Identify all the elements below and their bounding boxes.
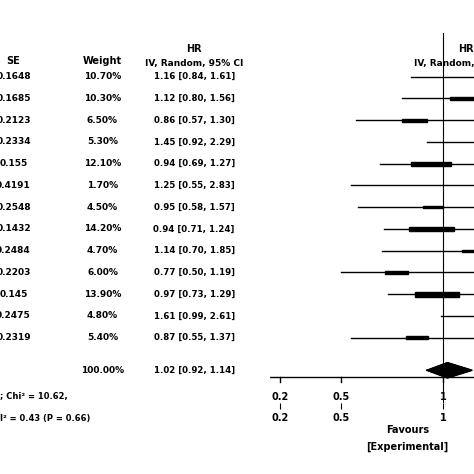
Text: 0.4191: 0.4191 — [0, 181, 31, 190]
Bar — [411, 162, 451, 166]
Text: 0.2484: 0.2484 — [0, 246, 31, 255]
Text: I² = 0.43 (P = 0.66): I² = 0.43 (P = 0.66) — [0, 414, 91, 423]
Text: 13.90%: 13.90% — [84, 290, 121, 299]
Text: 0.2: 0.2 — [271, 392, 289, 402]
Text: 6.50%: 6.50% — [87, 116, 118, 125]
Text: IV, Random, 95% CI: IV, Random, 95% CI — [145, 59, 243, 68]
Text: 4.70%: 4.70% — [87, 246, 118, 255]
Text: Favours: Favours — [386, 425, 429, 435]
Text: 1.70%: 1.70% — [87, 181, 118, 190]
Bar — [462, 250, 474, 252]
Text: ; Chi² = 10.62,: ; Chi² = 10.62, — [0, 392, 68, 401]
Text: 0.155: 0.155 — [0, 159, 27, 168]
Text: Weight: Weight — [83, 56, 122, 66]
Text: 1.02 [0.92, 1.14]: 1.02 [0.92, 1.14] — [154, 366, 235, 375]
Text: 0.86 [0.57, 1.30]: 0.86 [0.57, 1.30] — [154, 116, 235, 125]
Text: 1.45 [0.92, 2.29]: 1.45 [0.92, 2.29] — [154, 137, 235, 146]
Text: 0.94 [0.71, 1.24]: 0.94 [0.71, 1.24] — [154, 224, 235, 233]
Text: HR: HR — [458, 45, 474, 55]
Text: 0.97 [0.73, 1.29]: 0.97 [0.73, 1.29] — [154, 290, 235, 299]
Text: 12.10%: 12.10% — [84, 159, 121, 168]
Text: 0.2123: 0.2123 — [0, 116, 31, 125]
Text: [Experimental]: [Experimental] — [366, 442, 449, 452]
Bar — [406, 337, 428, 339]
Text: 4.50%: 4.50% — [87, 203, 118, 212]
Text: 10.70%: 10.70% — [84, 72, 121, 81]
Bar — [402, 119, 427, 121]
Text: 0.2319: 0.2319 — [0, 333, 31, 342]
Text: 0.2548: 0.2548 — [0, 203, 31, 212]
Text: 1.61 [0.99, 2.61]: 1.61 [0.99, 2.61] — [154, 311, 235, 320]
Text: 1: 1 — [440, 392, 447, 402]
Text: 0.1685: 0.1685 — [0, 94, 31, 103]
Text: SE: SE — [7, 56, 20, 66]
Text: 0.2475: 0.2475 — [0, 311, 31, 320]
Text: 1.16 [0.84, 1.61]: 1.16 [0.84, 1.61] — [154, 72, 235, 81]
Text: 0.94 [0.69, 1.27]: 0.94 [0.69, 1.27] — [154, 159, 235, 168]
Text: 0.5: 0.5 — [333, 392, 350, 402]
Bar — [423, 206, 443, 208]
Text: 5.40%: 5.40% — [87, 333, 118, 342]
Text: 1.25 [0.55, 2.83]: 1.25 [0.55, 2.83] — [154, 181, 235, 190]
Text: 100.00%: 100.00% — [81, 366, 124, 375]
Text: IV, Random,: IV, Random, — [413, 59, 474, 68]
Text: 1.14 [0.70, 1.85]: 1.14 [0.70, 1.85] — [154, 246, 235, 255]
Bar — [409, 227, 454, 231]
Text: 14.20%: 14.20% — [84, 224, 121, 233]
Text: 0.145: 0.145 — [0, 290, 27, 299]
Text: 0.2203: 0.2203 — [0, 268, 31, 277]
Text: 0.2334: 0.2334 — [0, 137, 31, 146]
Text: 0.1432: 0.1432 — [0, 224, 31, 233]
Text: 0.77 [0.50, 1.19]: 0.77 [0.50, 1.19] — [154, 268, 235, 277]
Bar — [384, 271, 408, 273]
Bar — [450, 97, 474, 100]
Polygon shape — [427, 363, 472, 378]
Bar — [415, 292, 459, 297]
Text: 0.1648: 0.1648 — [0, 72, 31, 81]
Text: HR: HR — [186, 45, 202, 55]
Text: 0.87 [0.55, 1.37]: 0.87 [0.55, 1.37] — [154, 333, 235, 342]
Text: 1.12 [0.80, 1.56]: 1.12 [0.80, 1.56] — [154, 94, 235, 103]
Text: 5.30%: 5.30% — [87, 137, 118, 146]
Text: 6.00%: 6.00% — [87, 268, 118, 277]
Text: 4.80%: 4.80% — [87, 311, 118, 320]
Text: 10.30%: 10.30% — [84, 94, 121, 103]
Text: 0.95 [0.58, 1.57]: 0.95 [0.58, 1.57] — [154, 203, 235, 212]
